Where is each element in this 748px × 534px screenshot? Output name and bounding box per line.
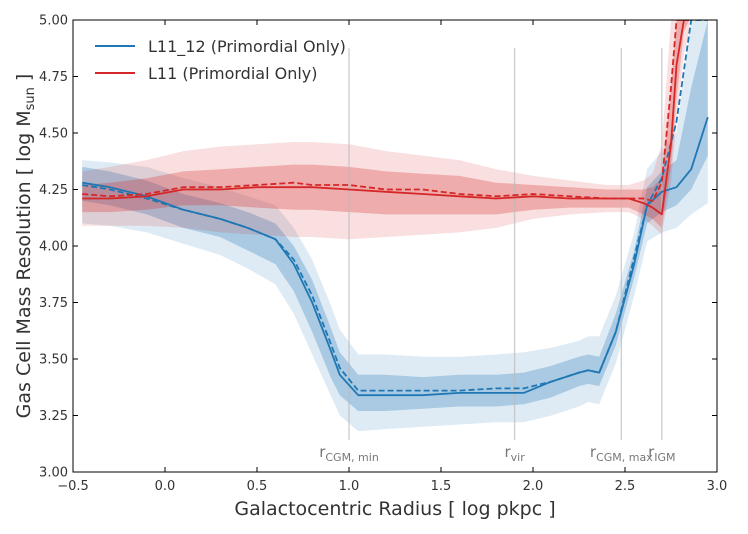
y-tick-label-1: 3.25 <box>39 409 68 424</box>
y-tick-label-5: 4.25 <box>39 183 68 198</box>
series-lines <box>82 20 709 397</box>
x-axis-label: Galactocentric Radius [ log pkpc ] <box>234 498 555 520</box>
y-tick-label-6: 4.50 <box>39 127 68 142</box>
series-1-dashed-line <box>82 20 690 202</box>
x-tick-label-3: 1.0 <box>339 479 360 494</box>
series-0-outer-band <box>82 20 708 432</box>
y-axis-label: Gas Cell Mass Resolution [ log Msun ] <box>13 74 38 419</box>
y-tick-label-4: 4.00 <box>39 240 68 255</box>
vline-label-1: rvir <box>504 443 525 464</box>
y-tick-label-3: 3.75 <box>39 296 68 311</box>
x-tick-label-5: 2.0 <box>523 479 544 494</box>
axis-ticks: −0.5 0.0 0.5 1.0 1.5 2.0 2.5 3.0 3.00 3.25 3.50 3.7… <box>39 14 727 495</box>
y-tick-label-7: 4.75 <box>39 70 68 85</box>
y-tick-label-2: 3.50 <box>39 353 68 368</box>
vline-label-2: rCGM, max <box>590 443 653 464</box>
x-tick-label-6: 2.5 <box>615 479 636 494</box>
x-tick-label-0: −0.5 <box>57 479 89 494</box>
x-tick-label-7: 3.0 <box>707 479 728 494</box>
series-1-outer-band <box>82 20 690 240</box>
vline-label-0: rCGM, min <box>319 443 379 464</box>
x-tick-label-2: 0.5 <box>247 479 268 494</box>
y-tick-label-0: 3.00 <box>39 466 68 481</box>
series-1-line <box>82 20 690 216</box>
legend-label-1: L11 (Primordial Only) <box>148 64 318 83</box>
legend-label-0: L11_12 (Primordial Only) <box>148 37 346 57</box>
series-1-inner-band <box>82 20 690 228</box>
x-tick-label-1: 0.0 <box>155 479 176 494</box>
x-tick-label-4: 1.5 <box>431 479 452 494</box>
y-tick-label-8: 5.00 <box>39 14 68 29</box>
legend: L11_12 (Primordial Only) L11 (Primordial … <box>95 37 346 83</box>
vline-label-3: rIGM <box>648 443 675 464</box>
series-0-dashed-line <box>82 20 708 392</box>
